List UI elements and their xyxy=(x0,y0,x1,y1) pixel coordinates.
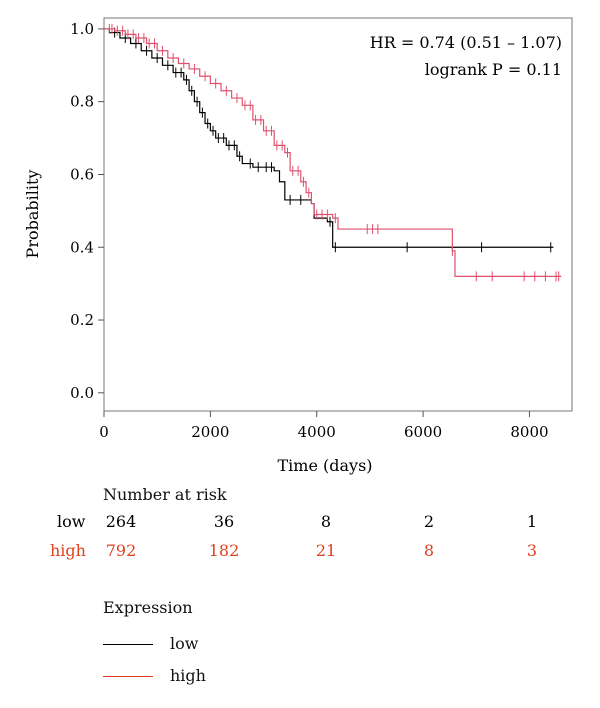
risk-row-label: low xyxy=(57,512,86,531)
y-tick-label: 0.0 xyxy=(70,384,94,402)
y-tick-label: 0.6 xyxy=(70,165,94,183)
x-tick-label: 0 xyxy=(99,423,109,441)
y-tick-label: 0.4 xyxy=(70,238,94,256)
risk-cell: 792 xyxy=(105,541,137,560)
series-line-high xyxy=(104,28,562,277)
x-tick-label: 2000 xyxy=(191,423,229,441)
y-axis: 0.0 0.2 0.4 0.6 0.8 1.0 xyxy=(70,20,104,402)
y-tick-label: 1.0 xyxy=(70,20,94,38)
risk-cell: 21 xyxy=(315,541,337,560)
risk-cell: 264 xyxy=(105,512,137,531)
x-tick-label: 8000 xyxy=(510,423,548,441)
series-high xyxy=(104,23,562,282)
x-tick-label: 6000 xyxy=(404,423,442,441)
x-axis-label: Time (days) xyxy=(277,456,372,475)
risk-cell: 2 xyxy=(423,512,435,531)
risk-cell: 3 xyxy=(526,541,538,560)
risk-cell: 36 xyxy=(213,512,235,531)
risk-row-label: high xyxy=(50,541,86,560)
annotation-hr: HR = 0.74 (0.51 – 1.07) xyxy=(370,33,562,52)
legend-swatch-high xyxy=(103,676,153,677)
legend-title: Expression xyxy=(103,598,193,617)
series-layer xyxy=(104,23,562,282)
y-axis-label: Probability xyxy=(23,170,42,259)
risk-cell: 8 xyxy=(423,541,435,560)
x-axis: 0 2000 4000 6000 8000 xyxy=(99,411,549,441)
y-tick-label: 0.2 xyxy=(70,311,94,329)
x-tick-label: 4000 xyxy=(298,423,336,441)
risk-cell: 182 xyxy=(208,541,240,560)
risk-table-title: Number at risk xyxy=(103,485,227,504)
legend-swatch-low xyxy=(103,644,153,645)
risk-cell: 8 xyxy=(320,512,332,531)
plot-frame xyxy=(103,17,573,412)
annotation-logrank: logrank P = 0.11 xyxy=(425,60,562,79)
legend-label-high: high xyxy=(170,666,206,685)
risk-cell: 1 xyxy=(526,512,538,531)
survival-chart: 0.0 0.2 0.4 0.6 0.8 1.0 0 2000 4000 6000 8000 HR … xyxy=(23,17,573,475)
legend-label-low: low xyxy=(170,634,199,653)
y-tick-label: 0.8 xyxy=(70,93,94,111)
